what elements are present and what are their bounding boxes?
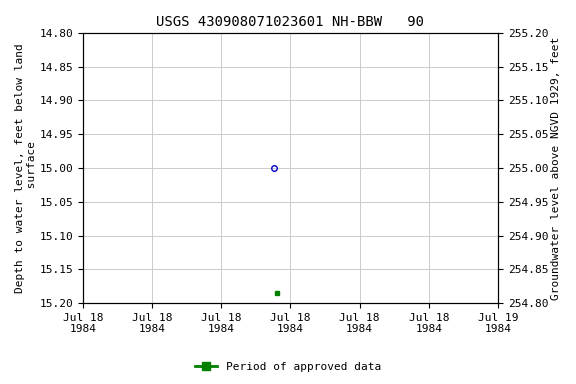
- Title: USGS 430908071023601 NH-BBW   90: USGS 430908071023601 NH-BBW 90: [157, 15, 425, 29]
- Y-axis label: Depth to water level, feet below land
 surface: Depth to water level, feet below land su…: [15, 43, 37, 293]
- Legend: Period of approved data: Period of approved data: [191, 358, 385, 377]
- Y-axis label: Groundwater level above NGVD 1929, feet: Groundwater level above NGVD 1929, feet: [551, 36, 561, 300]
